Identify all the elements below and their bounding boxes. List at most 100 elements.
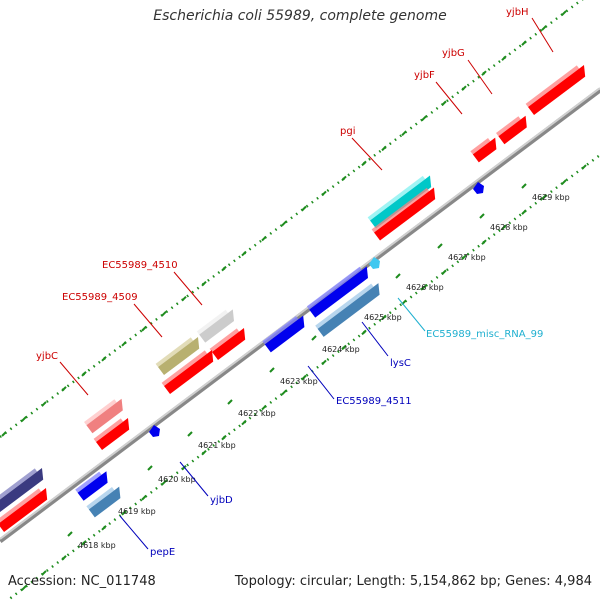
inner-dash <box>241 419 247 426</box>
outer-dash <box>481 70 487 76</box>
label-ec4511[interactable]: EC55989_4511 <box>336 396 412 407</box>
inner-dash <box>281 389 287 396</box>
outer-dash <box>541 25 547 31</box>
callout-ec4510 <box>173 271 203 306</box>
gene-ec4510-top-face <box>196 309 228 335</box>
outer-dash <box>201 280 207 287</box>
label-yjbD[interactable]: yjbD <box>210 495 233 506</box>
gene-yjbD-body <box>77 471 108 501</box>
outer-dash <box>141 326 147 332</box>
outer-dash <box>301 205 307 212</box>
kbp-tick-label: 4628 kbp <box>490 223 528 232</box>
inner-dash <box>61 555 67 561</box>
gene-lysC-blue-top-face <box>306 266 362 310</box>
gene-yjbH-body <box>528 64 586 116</box>
inner-dash <box>261 404 267 411</box>
inner-dash <box>361 329 367 336</box>
callout-ec4509 <box>133 303 163 338</box>
label-lysC[interactable]: lysC <box>390 358 411 369</box>
inner-dash <box>461 254 467 260</box>
gene-yjbF-top-face <box>470 137 491 155</box>
gene-ec4509-red[interactable] <box>161 349 214 395</box>
label-pepE[interactable]: pepE <box>150 547 175 558</box>
gene-ec4509-body <box>158 336 200 376</box>
gene-yjbH-top-face <box>525 65 580 108</box>
gene-left-navy[interactable] <box>0 467 44 513</box>
label-pgi[interactable]: pgi <box>340 126 355 137</box>
inner-dash <box>181 464 187 471</box>
kbp-tick-label: 4626 kbp <box>406 283 444 292</box>
kbp-tick-mark <box>147 465 153 471</box>
outer-dash <box>421 115 427 122</box>
gene-ec4510-red-top-face <box>209 328 240 353</box>
outer-dash <box>241 250 247 257</box>
gene-lysC[interactable] <box>315 283 380 337</box>
gene-small-blue-marker-2[interactable] <box>149 425 160 437</box>
kbp-tick-mark <box>187 431 193 437</box>
gene-pepE-body <box>88 486 121 518</box>
gene-ec4511-top-face <box>262 315 299 345</box>
kbp-tick-label: 4624 kbp <box>322 345 360 354</box>
callout-lines <box>59 17 554 550</box>
gene-left-navy-top-face <box>0 468 38 500</box>
inner-dash <box>21 585 27 591</box>
outer-dash <box>501 55 507 61</box>
outer-dash <box>381 145 387 152</box>
outer-dash <box>521 40 527 46</box>
gene-small-blue-marker[interactable] <box>473 182 484 194</box>
gene-pgi-top-face <box>367 175 426 221</box>
gene-yjbC-top-face <box>84 399 117 426</box>
label-yjbG[interactable]: yjbG <box>442 48 465 59</box>
inner-dash <box>381 314 387 321</box>
gene-ec4511[interactable] <box>262 315 305 353</box>
kbp-tick-mark <box>521 183 527 189</box>
outer-dash <box>121 341 127 347</box>
kbp-tick-label: 4625 kbp <box>364 313 402 322</box>
label-yjbH[interactable]: yjbH <box>506 7 529 18</box>
callout-yjbF <box>435 81 463 115</box>
outer-dash <box>161 311 167 317</box>
label-yjbF[interactable]: yjbF <box>414 70 435 81</box>
gene-ec4509[interactable] <box>155 336 200 376</box>
callout-pepE <box>119 515 149 550</box>
gene-lysC-blue[interactable] <box>306 266 368 318</box>
kbp-tick-mark <box>269 367 275 373</box>
gene-ec4510-red[interactable] <box>209 327 246 361</box>
gene-pgi-red[interactable] <box>371 187 436 241</box>
gene-yjbF[interactable] <box>470 137 497 163</box>
gene-ec4510-red-body <box>212 327 246 361</box>
inner-dash <box>441 269 447 275</box>
genome-title: Escherichia coli 55989, complete genome <box>153 8 447 24</box>
gene-yjbG[interactable] <box>496 115 527 145</box>
label-misc-rna[interactable]: EC55989_misc_RNA_99 <box>426 329 543 340</box>
gene-pgi[interactable] <box>367 175 432 229</box>
gene-yjbC-red-body <box>96 417 130 451</box>
gene-yjbC[interactable] <box>84 398 123 434</box>
gene-pepE[interactable] <box>86 486 121 518</box>
inner-dash <box>581 164 587 170</box>
outer-dash <box>181 295 187 302</box>
gene-ec4510[interactable] <box>196 309 234 343</box>
callout-lysC <box>361 321 389 357</box>
kbp-tick-label: 4620 kbp <box>158 475 196 484</box>
outer-dash <box>1 431 7 437</box>
genome-info-text: Topology: circular; Length: 5,154,862 bp… <box>234 574 592 589</box>
gene-misc-rna-marker[interactable] <box>369 257 380 269</box>
outer-dash <box>81 371 87 377</box>
outer-dash <box>401 130 407 137</box>
outer-dash <box>21 416 27 422</box>
label-ec4509[interactable]: EC55989_4509 <box>62 292 138 303</box>
gene-yjbH[interactable] <box>525 64 586 116</box>
genes <box>0 64 586 533</box>
kbp-tick-label: 4621 kbp <box>198 441 236 450</box>
label-yjbC[interactable]: yjbC <box>36 351 58 362</box>
outer-dash <box>341 175 347 182</box>
gene-yjbD[interactable] <box>75 471 108 501</box>
callout-yjbD <box>179 461 209 497</box>
label-ec4510[interactable]: EC55989_4510 <box>102 260 178 271</box>
gene-left-red[interactable] <box>0 487 48 533</box>
gene-yjbC-red[interactable] <box>93 417 130 451</box>
outer-dash <box>221 265 227 272</box>
